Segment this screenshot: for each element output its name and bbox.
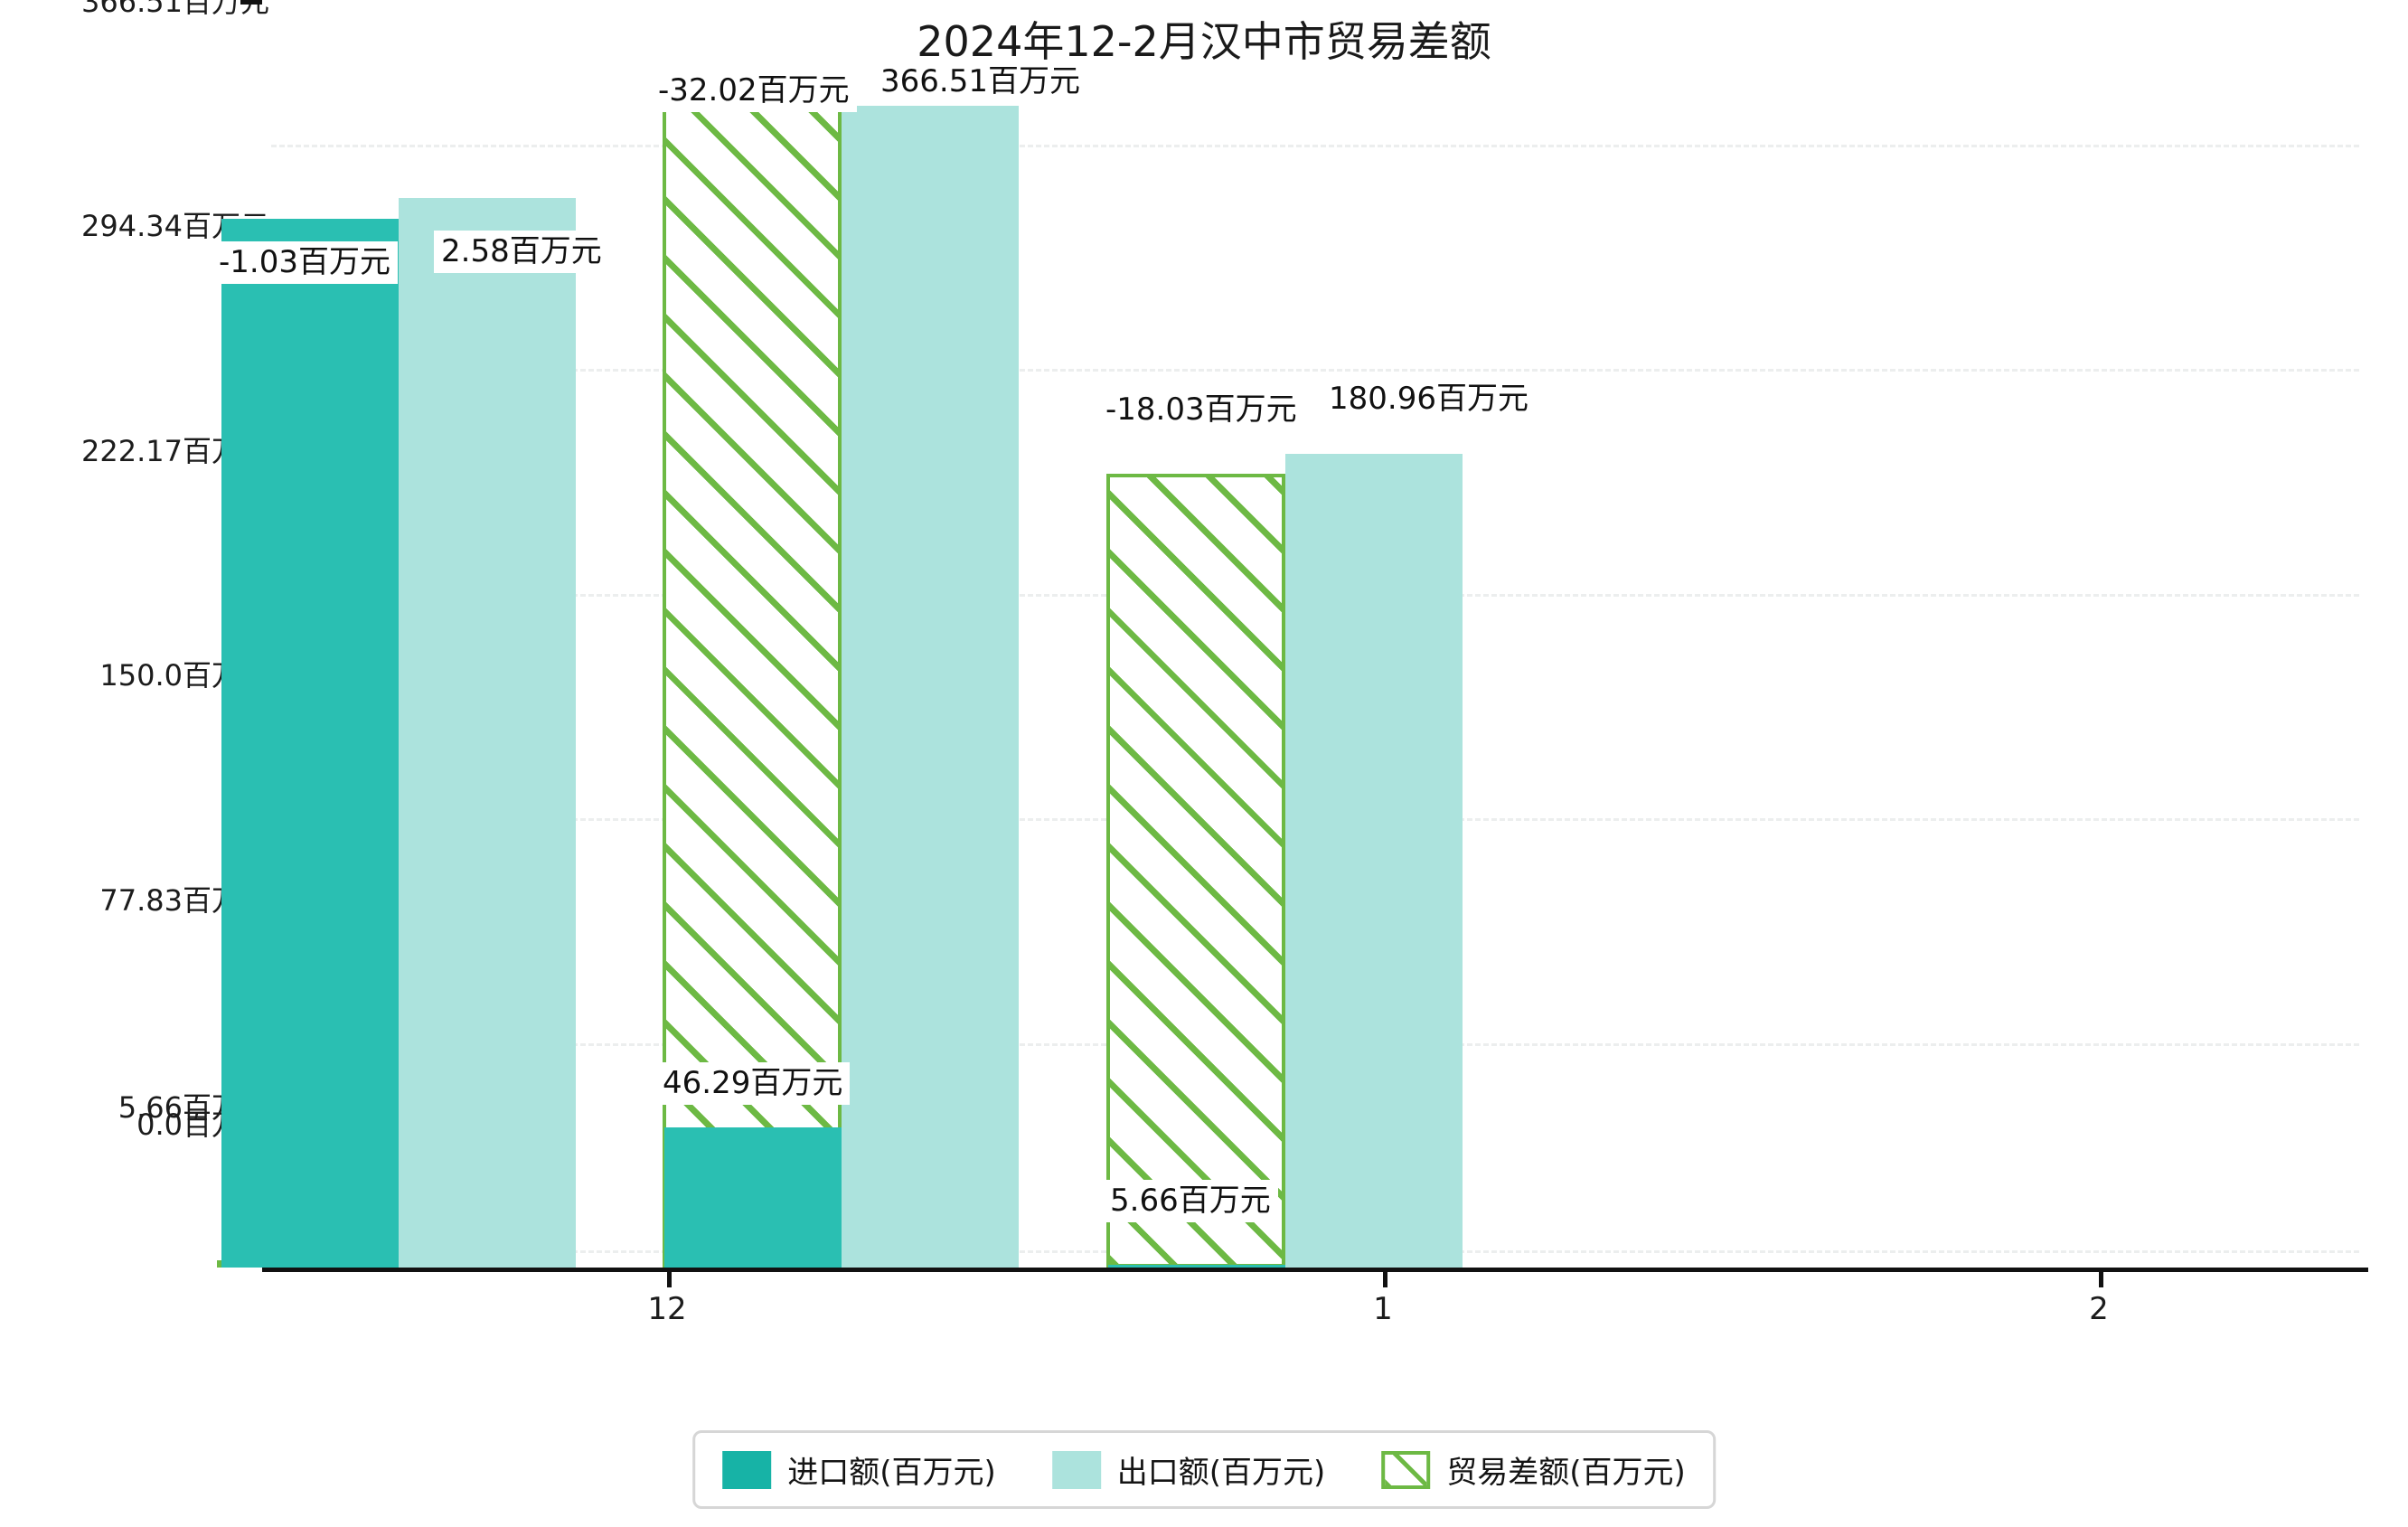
x-tick-label-1: 1: [1373, 1291, 1393, 1327]
legend-swatch-export-icon: [1051, 1450, 1101, 1489]
value-label-balance-1: -32.02百万元: [651, 70, 857, 113]
value-label-export-12: 2.58百万元: [434, 231, 609, 274]
value-label-balance-12: -1.03百万元: [212, 241, 398, 285]
value-label-balance-2: -18.03百万元: [1098, 389, 1304, 432]
x-tick-mark: [1383, 1268, 1387, 1287]
legend-label-balance: 贸易差额(百万元): [1446, 1455, 1686, 1491]
legend-swatch-import-icon: [722, 1450, 772, 1489]
x-axis-line: [262, 1268, 2368, 1272]
value-label-export-1: 366.51百万元: [873, 61, 1087, 104]
bar-import-1[interactable]: [664, 1127, 842, 1268]
x-tick-label-12: 12: [647, 1291, 687, 1327]
x-tick-mark: [667, 1268, 672, 1287]
y-tick-label: 366.51百万元: [81, 0, 269, 19]
gridline: [271, 369, 2359, 372]
legend-label-export: 出口额(百万元): [1116, 1455, 1326, 1491]
gridline: [271, 145, 2359, 147]
value-label-export-2: 180.96百万元: [1322, 378, 1536, 421]
legend-swatch-balance-icon: [1381, 1450, 1431, 1489]
bar-export-1[interactable]: [842, 106, 1019, 1268]
x-tick-mark: [2099, 1268, 2103, 1287]
chart-legend: 进口额(百万元) 出口额(百万元) 贸易差额(百万元): [692, 1430, 1716, 1509]
y-tick-mark: [240, 0, 262, 5]
bar-export-2[interactable]: [1285, 454, 1463, 1268]
value-label-import-1: 46.29百万元: [655, 1062, 851, 1106]
bar-balance-2[interactable]: [1106, 474, 1285, 1268]
legend-item-import[interactable]: 进口额(百万元): [722, 1447, 996, 1492]
plot-area: -1.03百万元 2.58百万元 -32.02百万元 366.51百万元 46.…: [212, 61, 2359, 1268]
chart-title: 2024年12-2月汉中市贸易差额: [917, 17, 1491, 66]
x-tick-label-2: 2: [2089, 1291, 2109, 1327]
bar-import-12[interactable]: [221, 219, 399, 1268]
bar-export-12[interactable]: [399, 198, 576, 1268]
value-label-import-2: 5.66百万元: [1103, 1180, 1278, 1223]
bar-import-2[interactable]: [1108, 1265, 1285, 1268]
legend-item-balance[interactable]: 贸易差额(百万元): [1381, 1447, 1686, 1492]
legend-label-import: 进口额(百万元): [787, 1455, 996, 1491]
legend-item-export[interactable]: 出口额(百万元): [1051, 1447, 1326, 1492]
